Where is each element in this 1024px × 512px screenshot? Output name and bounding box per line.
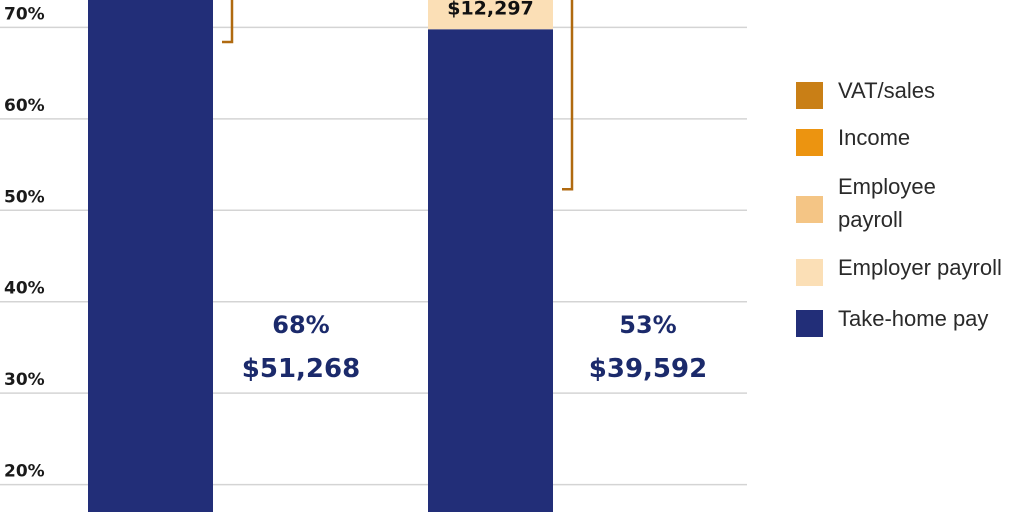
y-axis-ticks: 20% 30% 40% 50% 60% 70% [4, 4, 45, 481]
legend-item-employer-payroll: Employer payroll [796, 251, 1024, 286]
legend-label-income: Income [838, 125, 911, 150]
bar-2-percent: 53% [619, 311, 676, 339]
legend-item-income: Income [796, 121, 1024, 156]
y-tick-label-70: 70% [4, 4, 45, 24]
bars: $5,361$12,297$6,98 [88, 0, 553, 512]
legend-item-vat-sales: VAT/sales [796, 74, 1024, 109]
legend-item-take-home-pay: Take-home pay [796, 302, 1024, 337]
bar-annotations: 68% $51,268 53% $39,592 [222, 0, 707, 384]
bar-1-percent: 68% [272, 311, 329, 339]
bar-1-segment-take-home [88, 0, 213, 512]
bar-2-amount: $39,592 [589, 354, 707, 384]
bar-1-amount: $51,268 [242, 354, 360, 384]
bar-1-bracket [222, 0, 234, 44]
legend-swatch-employee-payroll [796, 196, 823, 223]
y-tick-label-40: 40% [4, 279, 45, 299]
legend-label-take-home-pay: Take-home pay [838, 306, 989, 331]
legend-label-employer-payroll: Employer payroll [838, 255, 1002, 280]
legend-swatch-employer-payroll [796, 259, 823, 286]
legend-label-vat-sales: VAT/sales [838, 78, 935, 103]
y-tick-label-60: 60% [4, 96, 45, 116]
bar-2-segment-take-home [428, 29, 553, 512]
y-tick-label-30: 30% [4, 370, 45, 390]
legend-swatch-income [796, 129, 823, 156]
bar-2-segment-employer-payroll [428, 0, 553, 30]
y-tick-label-20: 20% [4, 462, 45, 482]
bar-2-bracket [562, 0, 574, 191]
legend-item-employee-payroll: Employee payroll [796, 170, 958, 236]
legend-swatch-vat-sales [796, 82, 823, 109]
legend-label-employee-payroll: Employee payroll [838, 174, 936, 232]
bar-2-label-employer-payroll: $12,297 [447, 0, 534, 19]
y-tick-label-50: 50% [4, 187, 45, 207]
legend-swatch-take-home-pay [796, 310, 823, 337]
